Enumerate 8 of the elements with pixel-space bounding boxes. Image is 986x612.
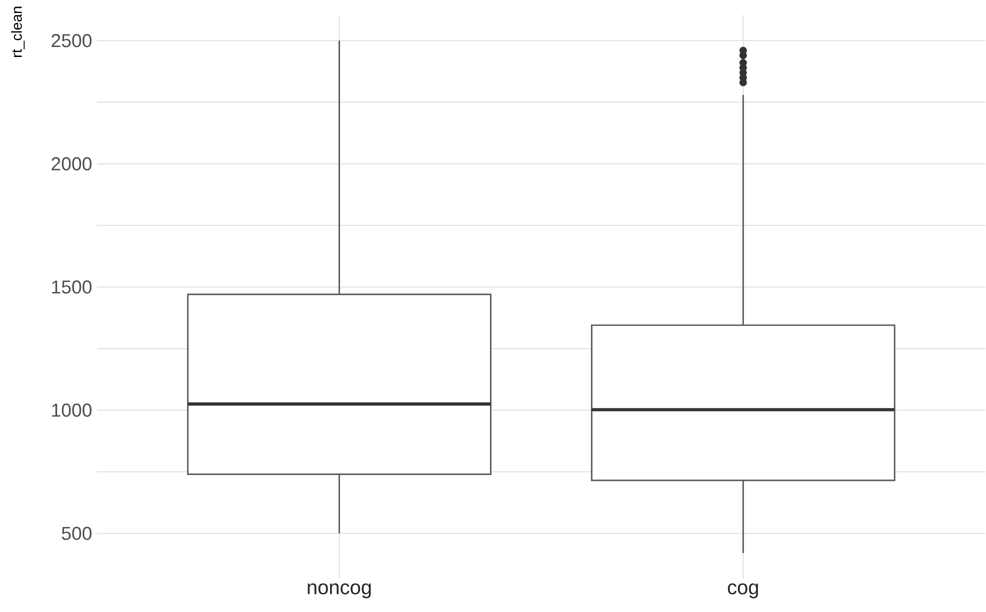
y-tick-label: 1000 (52, 404, 92, 417)
y-tick-label: 2000 (52, 157, 92, 171)
y-tick-label: 500 (62, 526, 92, 540)
y-axis-title: rt_clean (11, 6, 25, 58)
y-tick-label: 2500 (52, 34, 92, 48)
x-tick-label: noncog (308, 584, 371, 598)
x-tick-label: cog (728, 584, 758, 598)
y-tick-label: 1500 (52, 280, 92, 294)
